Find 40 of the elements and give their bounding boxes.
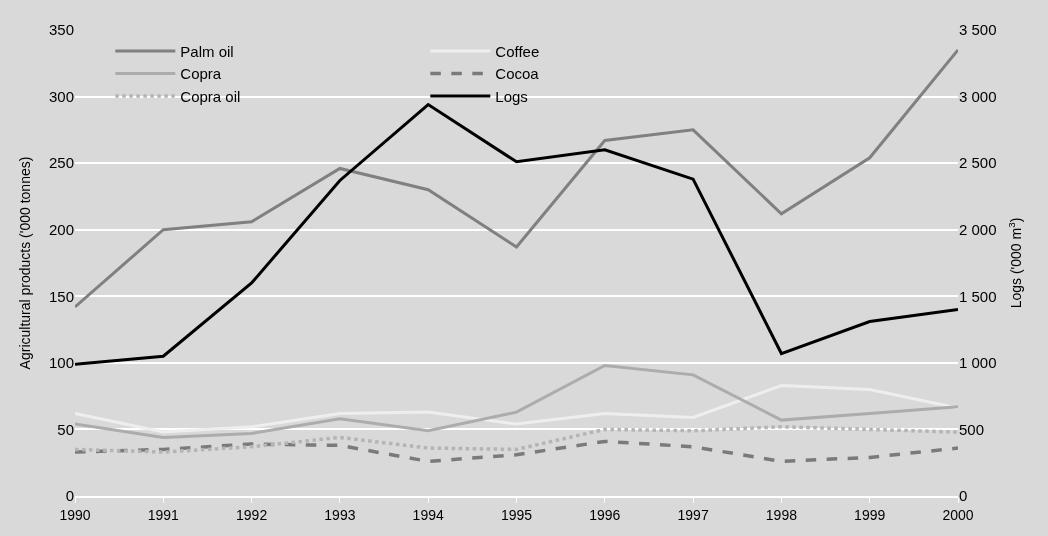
x-tick-label: 1994 xyxy=(412,506,444,523)
y2-tick-label: 2 000 xyxy=(959,220,997,238)
x-tick-label: 1999 xyxy=(854,506,886,523)
legend-label: Coffee xyxy=(495,42,540,60)
line-series xyxy=(75,383,958,434)
y-tick-label: 50 xyxy=(57,420,74,438)
y-tick-label: 200 xyxy=(48,220,74,238)
y-axis-title: Agricultural products ('000 tonnes) xyxy=(16,156,33,370)
y2-tick-label: 500 xyxy=(959,420,985,438)
line-series xyxy=(75,48,958,309)
x-tick-label: 1998 xyxy=(765,506,798,523)
x-tick-label: 1991 xyxy=(147,506,180,523)
y2-tick-label: 0 xyxy=(959,487,968,505)
y2-tick-label: 1 000 xyxy=(959,354,997,372)
y-tick-label: 350 xyxy=(48,21,74,39)
legend-label: Copra xyxy=(180,65,222,83)
y2-tick-label: 3 500 xyxy=(959,21,997,39)
line-series xyxy=(75,364,958,439)
y-tick-label: 100 xyxy=(48,354,74,372)
y2-tick-label: 2 500 xyxy=(959,154,997,172)
x-tick-label: 1995 xyxy=(500,506,533,523)
x-tick-label: 2000 xyxy=(942,506,974,523)
legend-label: Copra oil xyxy=(180,87,241,105)
y2-tick-label: 1 500 xyxy=(959,287,997,305)
y-tick-label: 250 xyxy=(48,154,74,172)
y-tick-label: 150 xyxy=(48,287,74,305)
x-tick-label: 1992 xyxy=(236,506,268,523)
x-tick-label: 1996 xyxy=(589,506,621,523)
line-series xyxy=(75,103,958,366)
line-series xyxy=(75,439,958,464)
legend-label: Cocoa xyxy=(495,65,540,83)
y-tick-label: 0 xyxy=(65,487,74,505)
legend-label: Logs xyxy=(495,87,528,105)
y2-tick-label: 3 000 xyxy=(959,87,997,105)
x-tick-label: 1997 xyxy=(677,506,709,523)
x-tick-label: 1990 xyxy=(59,506,91,523)
y-tick-label: 300 xyxy=(48,87,74,105)
x-tick-label: 1993 xyxy=(324,506,356,523)
legend-label: Palm oil xyxy=(180,42,234,60)
line-series xyxy=(75,425,958,454)
